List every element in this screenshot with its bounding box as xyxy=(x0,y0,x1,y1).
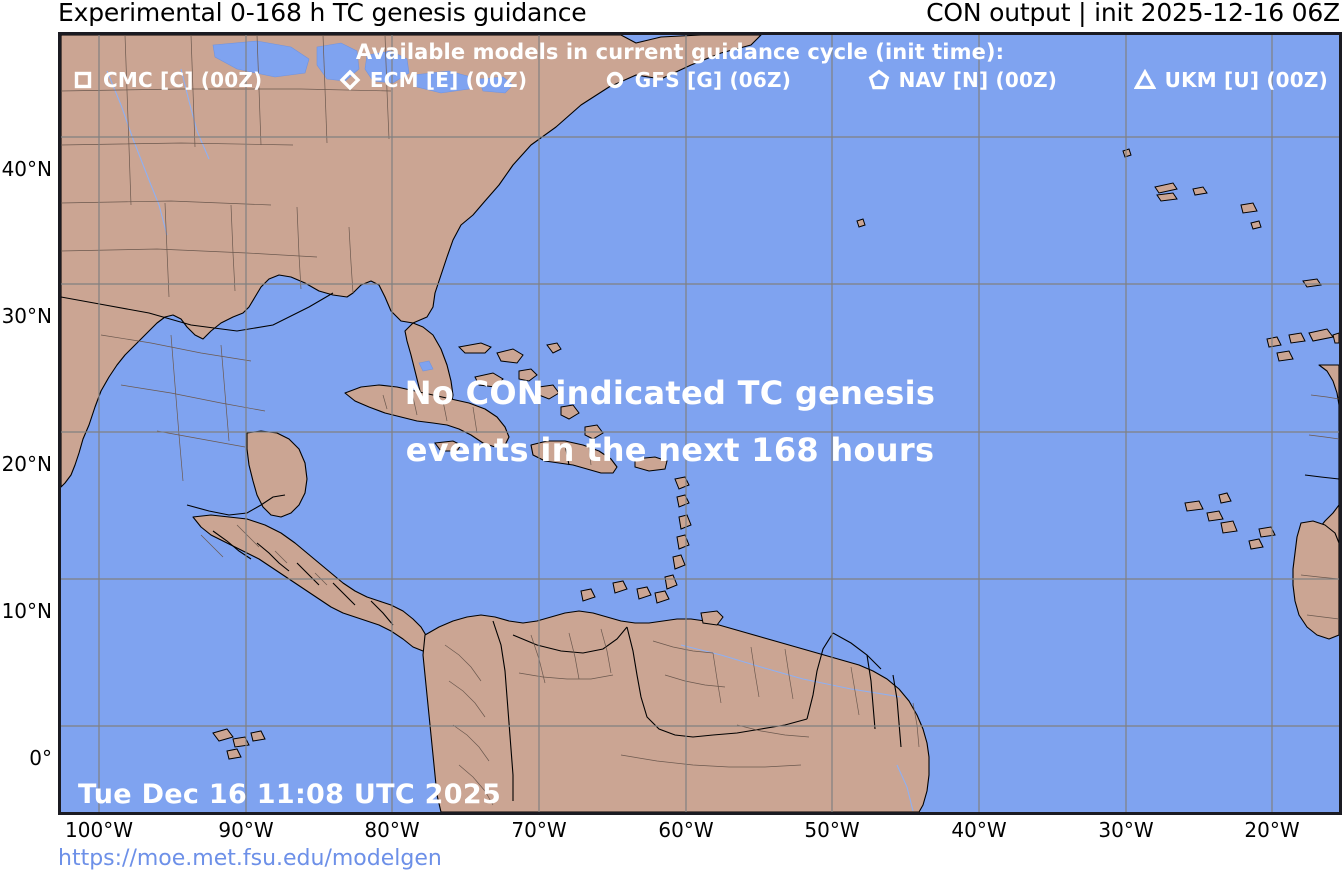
bahamas-islands xyxy=(457,342,604,440)
lat-tick-0: 0° xyxy=(29,746,52,770)
map-canvas: .land { fill:#cba593; stroke:#000000; st… xyxy=(61,35,1339,812)
lon-tick-30w: 30°W xyxy=(1098,818,1154,842)
lon-tick-60w: 60°W xyxy=(658,818,714,842)
cape-verde-islands xyxy=(1184,492,1276,550)
lat-tick-20n: 20°N xyxy=(1,452,52,476)
lon-tick-20w: 20°W xyxy=(1244,818,1300,842)
lat-tick-40n: 40°N xyxy=(1,157,52,181)
lon-tick-40w: 40°W xyxy=(951,818,1007,842)
lon-tick-50w: 50°W xyxy=(804,818,860,842)
output-init-label: CON output | init 2025-12-16 06Z xyxy=(926,0,1340,27)
lon-tick-70w: 70°W xyxy=(511,818,567,842)
lat-tick-30n: 30°N xyxy=(1,304,52,328)
political-borders xyxy=(61,35,1339,806)
landmasses xyxy=(61,35,1339,812)
page-title: Experimental 0-168 h TC genesis guidance xyxy=(58,0,587,27)
canary-islands xyxy=(1266,328,1339,362)
source-url-link[interactable]: https://moe.met.fsu.edu/modelgen xyxy=(58,846,442,871)
graticule xyxy=(61,35,1339,812)
lon-tick-80w: 80°W xyxy=(364,818,420,842)
lesser-antilles-islands xyxy=(580,476,692,604)
azores-islands xyxy=(1122,148,1262,230)
lat-tick-10n: 10°N xyxy=(1,599,52,623)
galapagos-islands xyxy=(212,728,266,760)
map-frame[interactable]: .land { fill:#cba593; stroke:#000000; st… xyxy=(58,32,1342,815)
lon-tick-90w: 90°W xyxy=(218,818,274,842)
rivers xyxy=(106,68,914,812)
page-header: Experimental 0-168 h TC genesis guidance… xyxy=(0,0,1342,32)
lon-tick-100w: 100°W xyxy=(65,818,133,842)
